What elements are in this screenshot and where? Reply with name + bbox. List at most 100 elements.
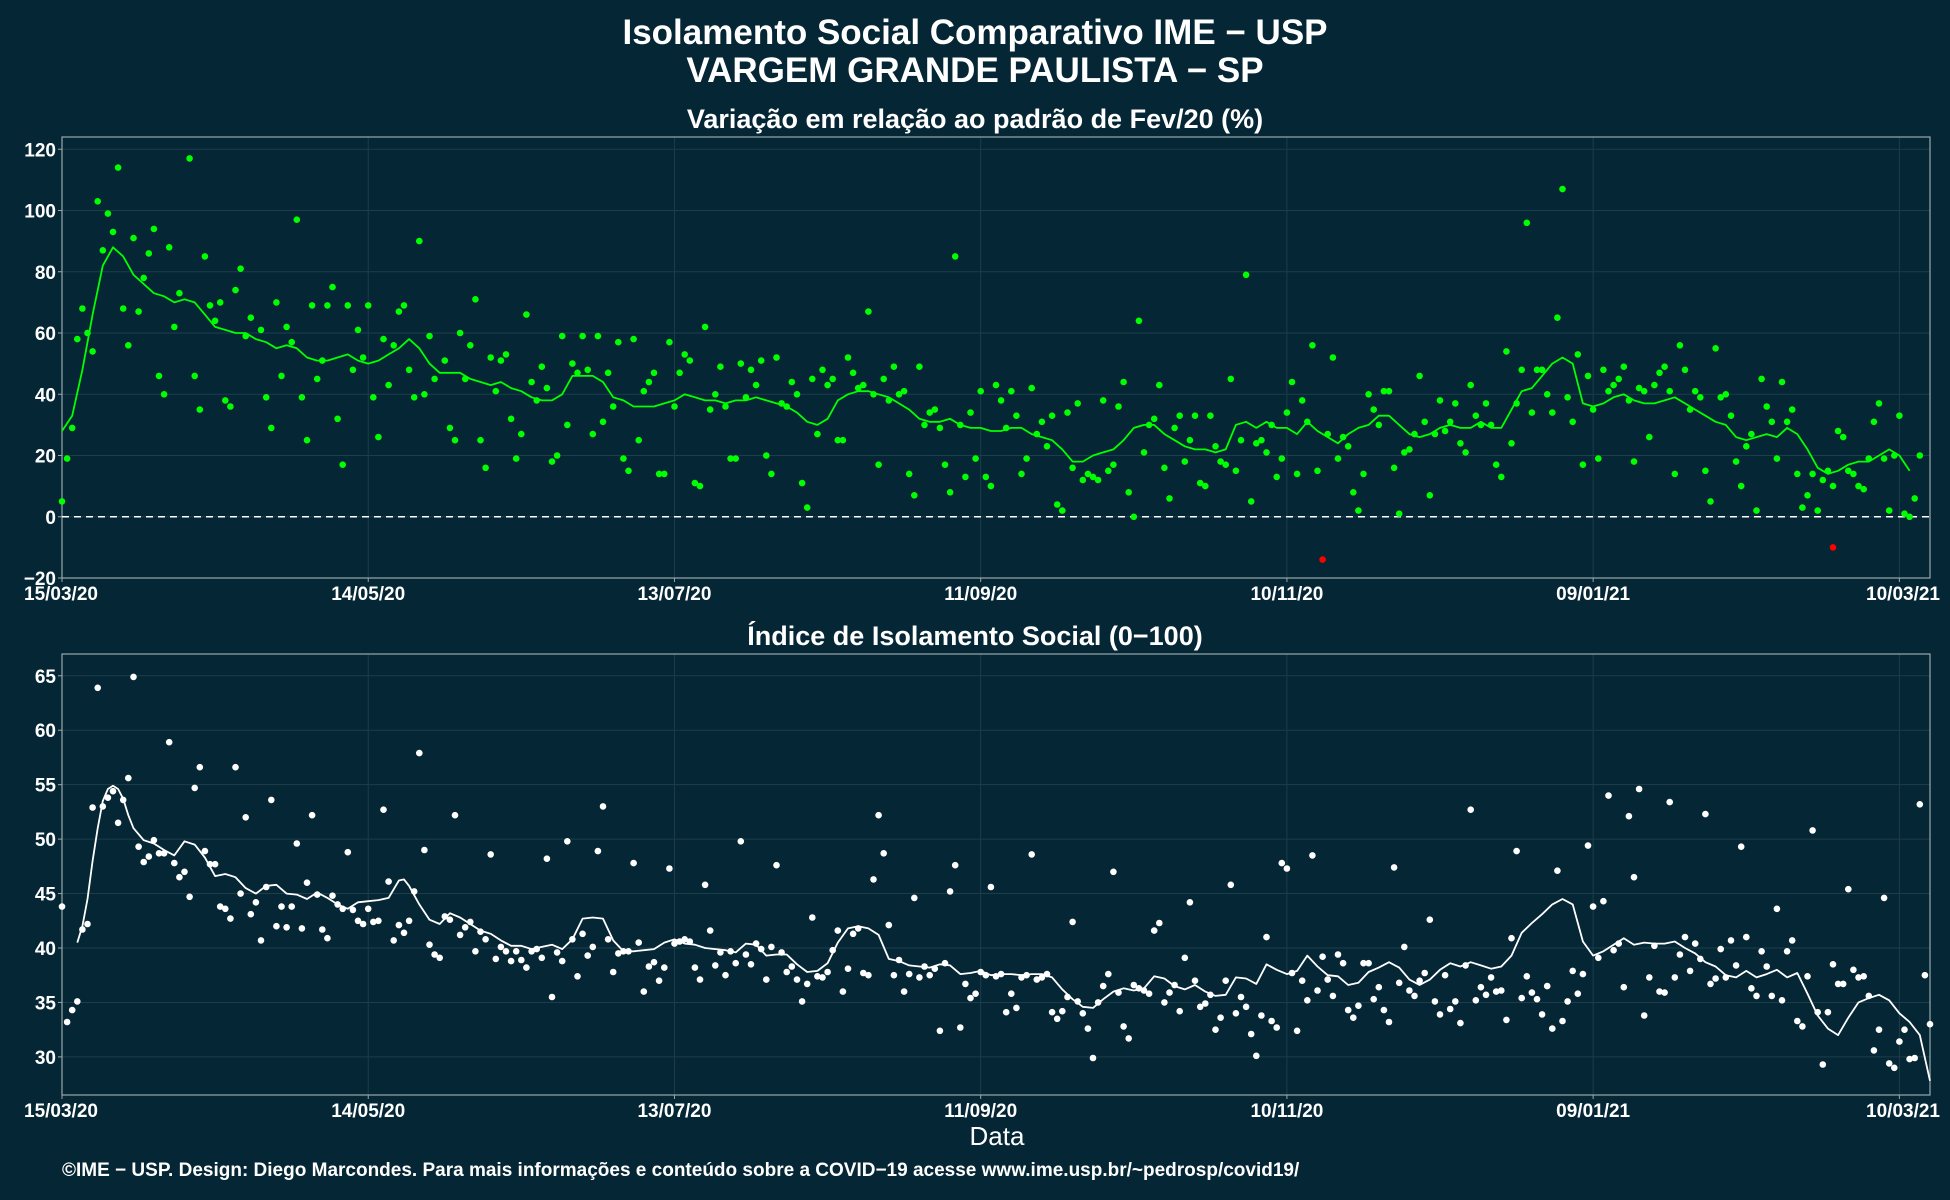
index-data-point — [1814, 1008, 1821, 1016]
index-data-point — [599, 803, 607, 810]
variation-data-point — [79, 305, 86, 312]
variation-data-point — [1625, 397, 1633, 404]
variation-data-point — [1584, 372, 1592, 380]
variation-data-point — [472, 296, 479, 303]
variation-data-point — [257, 326, 265, 334]
index-data-point — [1778, 997, 1786, 1004]
variation-data-point — [875, 461, 882, 469]
variation-y-tick-label: 80 — [35, 263, 56, 284]
variation-data-point — [119, 305, 127, 312]
variation-data-point — [691, 479, 699, 487]
index-data-point — [1176, 1007, 1183, 1015]
variation-data-point — [1467, 381, 1474, 389]
index-data-point — [819, 974, 826, 981]
variation-data-point — [574, 369, 581, 377]
variation-data-point — [518, 430, 525, 438]
index-data-point — [1482, 991, 1490, 999]
variation-data-point — [951, 253, 959, 260]
variation-x-tick-label: 11/09/20 — [944, 584, 1017, 605]
variation-data-point — [1814, 507, 1821, 514]
variation-data-point — [844, 354, 852, 361]
index-data-point — [1304, 997, 1311, 1004]
index-y-tick-label: 55 — [35, 776, 57, 797]
index-data-point — [635, 939, 642, 946]
index-data-point — [242, 814, 249, 821]
index-data-point — [1329, 992, 1337, 1000]
index-data-point — [1002, 1008, 1010, 1016]
variation-data-point — [604, 369, 612, 377]
index-data-point — [1707, 980, 1714, 988]
index-data-point — [1156, 919, 1163, 927]
variation-data-point — [329, 283, 336, 291]
variation-data-point — [308, 302, 316, 309]
index-data-point — [1181, 954, 1189, 962]
index-data-point — [1620, 983, 1628, 991]
index-data-point — [1232, 1010, 1240, 1017]
variation-data-point — [125, 342, 132, 349]
variation-data-point — [962, 473, 969, 481]
index-data-point — [298, 925, 306, 932]
index-data-point — [1697, 955, 1704, 963]
index-data-point — [1064, 993, 1071, 1001]
index-data-point — [946, 888, 954, 895]
variation-data-point — [354, 326, 362, 334]
index-data-point — [890, 971, 898, 979]
index-data-point — [334, 901, 341, 908]
variation-data-point — [911, 492, 918, 499]
index-data-point — [145, 853, 153, 860]
index-data-point — [921, 963, 928, 970]
variation-data-point — [375, 433, 382, 441]
variation-data-point — [1304, 418, 1311, 426]
index-x-tick-label: 10/11/20 — [1250, 1101, 1323, 1122]
index-data-point — [1140, 987, 1148, 994]
variation-data-point — [732, 455, 739, 462]
variation-data-point — [1263, 449, 1270, 456]
variation-data-point — [68, 424, 76, 432]
variation-data-point — [1589, 406, 1597, 413]
index-y-tick-label: 35 — [35, 993, 57, 1014]
index-y-tick-label: 45 — [35, 885, 57, 906]
index-data-point — [1421, 969, 1428, 977]
index-data-point — [1110, 868, 1117, 876]
variation-data-point — [431, 375, 438, 383]
index-data-point — [1748, 985, 1755, 992]
index-data-point — [1048, 1008, 1056, 1016]
index-data-point — [140, 858, 147, 866]
index-data-point — [1115, 989, 1122, 996]
variation-data-point — [1809, 470, 1816, 478]
variation-data-point — [870, 391, 877, 398]
index-data-point — [1237, 993, 1245, 1001]
index-data-point — [1799, 1023, 1806, 1030]
variation-data-point — [1268, 421, 1275, 429]
index-data-point — [181, 868, 188, 876]
variation-data-point — [1288, 378, 1296, 386]
variation-data-point — [216, 299, 224, 306]
index-data-point — [824, 968, 831, 976]
index-data-point — [1467, 806, 1474, 813]
index-data-point — [1278, 859, 1286, 867]
index-data-point — [1630, 873, 1638, 881]
index-data-point — [1600, 897, 1607, 905]
variation-data-point — [788, 378, 796, 386]
variation-data-point — [681, 351, 688, 358]
index-data-point — [262, 883, 270, 891]
variation-data-point — [977, 387, 984, 395]
index-data-point — [1661, 989, 1668, 996]
index-data-point — [701, 881, 709, 889]
index-data-point — [717, 949, 724, 956]
index-data-point — [645, 963, 653, 970]
variation-data-point — [946, 489, 954, 496]
index-data-point — [1615, 940, 1622, 947]
variation-data-point — [1620, 363, 1628, 371]
index-data-point — [844, 965, 852, 972]
variation-data-point — [865, 308, 872, 315]
variation-data-point — [1498, 473, 1505, 481]
variation-x-tick-label: 10/11/20 — [1250, 584, 1323, 605]
variation-data-point — [446, 424, 454, 432]
index-data-point — [237, 890, 244, 897]
variation-data-point — [1640, 387, 1648, 395]
index-data-point — [1498, 987, 1505, 994]
index-data-point — [472, 948, 479, 955]
index-data-point — [1263, 933, 1270, 941]
index-data-point — [308, 811, 316, 819]
